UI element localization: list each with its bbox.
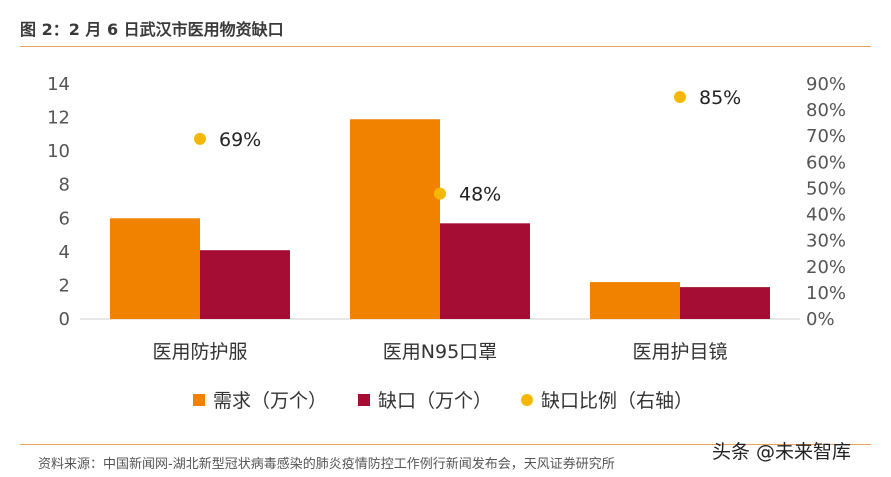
left-tick-label: 0 [59, 309, 70, 330]
ratio-data-label: 85% [699, 87, 741, 109]
gap-bar [440, 223, 530, 319]
legend-label: 需求（万个） [213, 390, 327, 412]
right-tick-label: 60% [806, 152, 846, 173]
left-tick-label: 8 [59, 175, 70, 196]
source-note: 资料来源：中国新闻网-湖北新型冠状病毒感染的肺炎疫情防控工作例行新闻发布会，天风… [38, 457, 615, 472]
watermark: 头条 @未来智库 [712, 441, 852, 463]
legend-swatch [358, 394, 370, 406]
right-tick-label: 20% [806, 257, 846, 278]
left-tick-label: 12 [47, 108, 70, 129]
left-axis: 0 2 4 6 8 10 12 14 [47, 74, 70, 330]
left-tick-label: 4 [59, 242, 70, 263]
ratio-data-label: 69% [219, 129, 261, 151]
left-tick-label: 6 [59, 208, 70, 229]
left-tick-label: 10 [47, 141, 70, 162]
right-tick-label: 50% [806, 178, 846, 199]
legend-label: 缺口（万个） [378, 390, 492, 412]
category-label: 医用护目镜 [632, 341, 727, 363]
ratio-data-label: 48% [459, 184, 501, 206]
right-tick-label: 30% [806, 231, 846, 252]
right-tick-label: 70% [806, 126, 846, 147]
demand-bar [110, 218, 200, 319]
legend-swatch [521, 394, 533, 406]
legend: 需求（万个） 缺口（万个） 缺口比例（右轴） [193, 390, 693, 412]
title-divider [20, 46, 871, 47]
demand-bar [590, 282, 680, 319]
source-divider [20, 444, 871, 445]
right-tick-label: 80% [806, 100, 846, 121]
gap-bar [680, 287, 770, 319]
legend-label: 缺口比例（右轴） [541, 390, 693, 412]
right-tick-label: 40% [806, 205, 846, 226]
bars [110, 119, 770, 319]
chart: 0 2 4 6 8 10 12 14 0% 10% 20% 30% 40% 50% 60% 70% 80% 90… [47, 74, 846, 412]
gap-bar [200, 250, 290, 319]
ratio-point [194, 132, 206, 145]
ratio-point [674, 91, 686, 104]
right-tick-label: 90% [806, 74, 846, 95]
right-tick-label: 10% [806, 283, 846, 304]
category-label: 医用防护服 [152, 341, 247, 363]
ratio-points: 69% 48% 85% [194, 87, 741, 206]
left-tick-label: 2 [59, 275, 70, 296]
right-tick-label: 0% [806, 309, 835, 330]
category-label: 医用N95口罩 [383, 341, 497, 363]
right-axis: 0% 10% 20% 30% 40% 50% 60% 70% 80% 90% [806, 74, 846, 330]
legend-swatch [193, 394, 205, 406]
category-labels: 医用防护服 医用N95口罩 医用护目镜 [152, 341, 727, 363]
chart-title: 图 2：2 月 6 日武汉市医用物资缺口 [20, 20, 284, 39]
ratio-point [434, 187, 446, 200]
demand-bar [350, 119, 440, 319]
left-tick-label: 14 [47, 74, 70, 95]
